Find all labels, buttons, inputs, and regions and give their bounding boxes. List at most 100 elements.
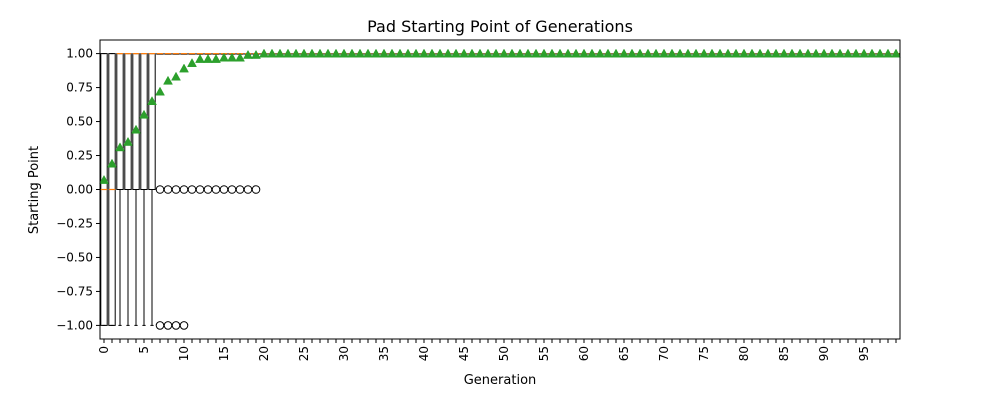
mean-marker — [291, 48, 301, 58]
mean-marker — [531, 48, 541, 58]
mean-marker — [803, 48, 813, 58]
mean-marker — [747, 48, 757, 58]
mean-marker — [435, 48, 445, 58]
mean-marker — [611, 48, 621, 58]
x-tick-label: 15 — [217, 346, 231, 361]
mean-marker — [827, 48, 837, 58]
mean-marker — [107, 158, 117, 168]
y-tick-label: 0.75 — [66, 81, 93, 95]
mean-marker — [115, 142, 125, 152]
mean-marker — [411, 48, 421, 58]
plot-area — [99, 48, 901, 330]
outlier-point — [227, 185, 237, 194]
y-tick-label: −0.50 — [56, 250, 93, 264]
mean-marker — [627, 48, 637, 58]
outlier-point — [155, 321, 165, 330]
mean-marker — [339, 48, 349, 58]
outlier-point — [171, 185, 181, 194]
mean-marker — [491, 48, 501, 58]
x-tick-label: 10 — [177, 346, 191, 361]
mean-marker — [475, 48, 485, 58]
outlier-point — [179, 185, 189, 194]
mean-marker — [571, 48, 581, 58]
mean-marker — [587, 48, 597, 58]
mean-marker — [819, 48, 829, 58]
box-generation-14 — [212, 52, 220, 55]
box-generation-6 — [148, 52, 156, 326]
mean-marker — [139, 109, 149, 119]
x-tick-label: 80 — [737, 346, 751, 361]
mean-marker — [179, 63, 189, 73]
mean-marker — [763, 48, 773, 58]
mean-marker — [795, 48, 805, 58]
mean-marker — [235, 52, 245, 62]
mean-marker — [131, 124, 141, 134]
y-tick-label: −0.75 — [56, 284, 93, 298]
x-tick-label: 90 — [817, 346, 831, 361]
mean-marker — [203, 54, 213, 63]
mean-marker — [323, 48, 333, 58]
mean-marker — [419, 48, 429, 58]
box-body — [116, 53, 124, 190]
mean-marker — [579, 48, 589, 58]
mean-marker — [331, 48, 341, 58]
box-generation-8 — [164, 52, 172, 55]
mean-marker — [755, 48, 765, 58]
x-tick-label: 35 — [377, 346, 391, 361]
mean-marker — [219, 52, 229, 62]
x-tick-label: 75 — [697, 346, 711, 361]
mean-marker — [243, 49, 253, 59]
mean-marker — [723, 48, 733, 58]
x-tick-label: 40 — [417, 346, 431, 361]
box-generation-3 — [124, 52, 132, 326]
mean-marker — [427, 48, 437, 58]
mean-marker — [195, 54, 205, 63]
outlier-point — [187, 185, 197, 194]
mean-marker — [211, 54, 221, 63]
x-tick-label: 55 — [537, 346, 551, 361]
outlier-point — [211, 185, 221, 194]
y-axis: −1.00 −0.75 −0.50 −0.25 0.00 0.25 0.50 0.75 1.00 — [56, 47, 100, 332]
mean-marker — [395, 48, 405, 58]
mean-marker — [315, 48, 325, 58]
mean-marker — [355, 48, 365, 58]
mean-marker — [883, 48, 893, 58]
mean-marker — [835, 48, 845, 58]
mean-marker — [515, 48, 525, 58]
mean-marker — [227, 52, 237, 62]
outlier-point — [171, 321, 181, 330]
mean-marker — [147, 96, 157, 106]
mean-marker — [707, 48, 717, 58]
mean-marker — [699, 48, 709, 58]
mean-marker — [619, 48, 629, 58]
outlier-point — [179, 321, 189, 330]
mean-marker — [403, 48, 413, 58]
outlier-point — [243, 185, 253, 194]
mean-marker — [547, 48, 557, 58]
mean-marker — [691, 48, 701, 58]
mean-marker — [259, 48, 269, 58]
x-axis: 0 5 10 15 20 25 30 35 40 45 50 55 60 65 70 75 80 85 90 95 — [97, 339, 897, 361]
x-tick-label: 65 — [617, 346, 631, 361]
box-generation-9 — [172, 52, 180, 55]
mean-marker — [563, 48, 573, 58]
box-generation-1 — [108, 53, 116, 326]
mean-marker — [667, 48, 677, 58]
plot-frame — [99, 39, 901, 340]
mean-marker — [171, 71, 181, 81]
mean-marker — [771, 48, 781, 58]
mean-marker — [379, 48, 389, 58]
mean-marker — [523, 48, 533, 58]
mean-marker — [683, 48, 693, 58]
mean-marker — [891, 48, 901, 58]
x-tick-label: 45 — [457, 346, 471, 361]
box-body — [148, 53, 156, 190]
mean-marker — [267, 48, 277, 58]
mean-marker — [859, 48, 869, 58]
x-tick-label: 85 — [777, 346, 791, 361]
x-tick-label: 50 — [497, 346, 511, 361]
mean-marker — [467, 48, 477, 58]
y-tick-label: −1.00 — [56, 318, 93, 332]
chart-title: Pad Starting Point of Generations — [367, 17, 633, 36]
mean-marker — [275, 48, 285, 58]
